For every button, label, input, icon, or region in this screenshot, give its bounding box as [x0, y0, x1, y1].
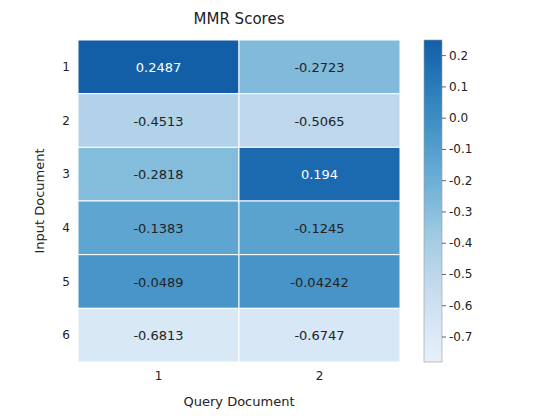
chart-container: MMR Scores0.2487-0.2723-0.4513-0.5065-0.…: [0, 0, 560, 420]
cell: [239, 255, 400, 309]
cell: [78, 201, 239, 255]
y-tick-label: 1: [62, 60, 70, 74]
y-tick-label: 6: [62, 328, 70, 342]
cell-label: -0.6747: [294, 328, 344, 343]
cell: [78, 147, 239, 201]
title: MMR Scores: [194, 10, 285, 28]
colorbar-tick: [442, 243, 446, 244]
cell-label: 0.194: [301, 167, 338, 182]
y-tick-label: 3: [62, 167, 70, 181]
cell: [239, 94, 400, 148]
cell-label: -0.6813: [133, 328, 183, 343]
y-axis-label: Input Document: [32, 148, 47, 253]
colorbar-tick-label: -0.5: [449, 267, 472, 281]
y-tick-label: 2: [62, 114, 70, 128]
cell: [78, 94, 239, 148]
cell-labels: 0.2487 -0.2723 -0.4513 -0.5065 -0.2818 0.194 -…: [133, 60, 348, 343]
cell-label: -0.0489: [133, 275, 183, 290]
cell: [239, 308, 400, 362]
y-axis: 1 2 3 4 5 6: [62, 60, 70, 342]
colorbar-tick: [442, 211, 446, 212]
colorbar: 0.2 0.1 0.0 -0.1 -0.2 -0.3 -0.4 -0.5 -0.6 -0.7: [424, 40, 472, 362]
colorbar-gradient: [424, 40, 442, 362]
x-tick-label: 2: [316, 369, 324, 383]
y-tick-label: 5: [62, 275, 70, 289]
x-tick-label: 1: [155, 369, 163, 383]
colorbar-tick: [442, 305, 446, 306]
y-tick-label: 4: [62, 221, 70, 235]
cell: [78, 308, 239, 362]
colorbar-tick: [442, 336, 446, 337]
x-axis: 12: [155, 369, 324, 383]
cell-label: 0.2487: [136, 60, 182, 75]
chart-svg: MMR Scores0.2487-0.2723-0.4513-0.5065-0.…: [0, 0, 560, 420]
colorbar-tick: [442, 180, 446, 181]
colorbar-tick-label: -0.2: [449, 174, 472, 188]
colorbar-tick-label: -0.6: [449, 299, 472, 313]
cell: [78, 40, 239, 94]
cell-label: -0.5065: [294, 114, 344, 129]
cell-label: -0.1245: [294, 221, 344, 236]
colorbar-tick: [442, 86, 446, 87]
colorbar-tick-label: -0.7: [449, 330, 472, 344]
colorbar-tick-label: 0.1: [449, 80, 468, 94]
colorbar-tick: [442, 118, 446, 119]
cell-label: -0.1383: [133, 221, 183, 236]
colorbar-tick: [442, 149, 446, 150]
colorbar-tick-label: 0.0: [449, 111, 468, 125]
cell-label: -0.04242: [290, 275, 348, 290]
colorbar-tick-label: -0.1: [449, 142, 472, 156]
colorbar-tick: [442, 274, 446, 275]
colorbar-tick-label: -0.4: [449, 236, 472, 250]
cell: [239, 40, 400, 94]
cell: [239, 201, 400, 255]
colorbar-tick: [442, 55, 446, 56]
x-axis-label: Query Document: [184, 394, 295, 409]
cell-label: -0.2723: [294, 60, 344, 75]
cell-label: -0.2818: [133, 167, 183, 182]
cell-label: -0.4513: [133, 114, 183, 129]
cell: [78, 255, 239, 309]
colorbar-tick-label: 0.2: [449, 49, 468, 63]
cell: [239, 147, 400, 201]
colorbar-tick-label: -0.3: [449, 205, 472, 219]
cells: [78, 40, 400, 362]
